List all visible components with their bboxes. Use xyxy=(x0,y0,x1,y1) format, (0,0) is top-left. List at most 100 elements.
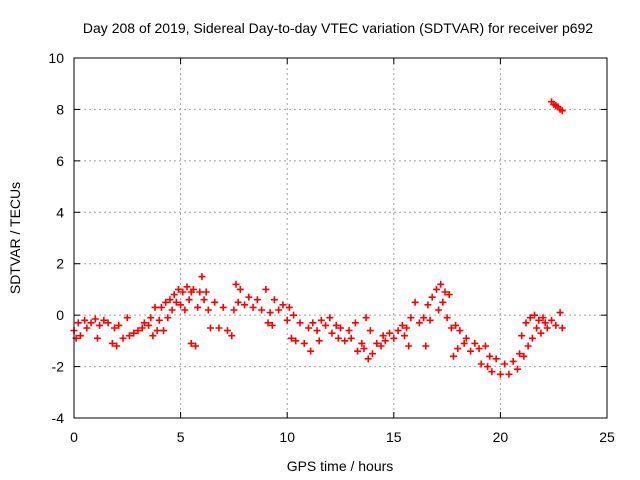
data-point xyxy=(317,316,325,324)
data-point xyxy=(228,332,236,340)
data-point xyxy=(166,296,174,304)
data-point xyxy=(345,327,353,335)
data-point xyxy=(347,334,355,342)
y-tick-label: 8 xyxy=(56,101,64,117)
data-point xyxy=(147,314,155,322)
y-tick-label: 10 xyxy=(48,50,64,66)
data-point xyxy=(513,365,521,373)
data-point xyxy=(100,316,108,324)
data-point xyxy=(307,347,315,355)
data-point xyxy=(123,314,131,322)
plot-frame xyxy=(73,57,608,419)
data-point xyxy=(435,306,443,314)
data-point xyxy=(93,334,101,342)
data-point xyxy=(439,298,447,306)
data-point xyxy=(424,301,432,309)
data-point xyxy=(454,345,462,353)
data-point xyxy=(522,319,530,327)
data-point xyxy=(543,324,551,332)
data-point xyxy=(283,316,291,324)
data-point xyxy=(215,324,223,332)
data-point xyxy=(113,342,121,350)
x-tick-label: 5 xyxy=(177,429,185,445)
data-point xyxy=(381,337,389,345)
data-point xyxy=(422,342,430,350)
data-point xyxy=(366,327,374,335)
data-point xyxy=(174,285,182,293)
data-point xyxy=(326,314,334,322)
data-point xyxy=(179,288,187,296)
data-point xyxy=(187,339,195,347)
data-point xyxy=(224,327,232,335)
data-point xyxy=(368,350,376,358)
data-point xyxy=(315,337,323,345)
data-point xyxy=(125,332,133,340)
data-point xyxy=(164,314,172,322)
data-point xyxy=(386,329,394,337)
data-point xyxy=(379,332,387,340)
data-point xyxy=(172,298,180,306)
data-point xyxy=(268,321,276,329)
data-point xyxy=(509,357,517,365)
data-point xyxy=(91,315,99,323)
data-point xyxy=(358,339,366,347)
data-point xyxy=(232,280,240,288)
data-point xyxy=(552,321,560,329)
data-point xyxy=(535,316,543,324)
data-point xyxy=(119,334,127,342)
data-point xyxy=(236,285,244,293)
data-point xyxy=(390,334,398,342)
data-point xyxy=(230,306,238,314)
data-point xyxy=(204,306,212,314)
data-point xyxy=(219,303,227,311)
data-point xyxy=(362,314,370,322)
data-point xyxy=(432,285,440,293)
data-point xyxy=(537,329,545,337)
data-point xyxy=(496,370,504,378)
data-point xyxy=(275,306,283,314)
data-point xyxy=(443,314,451,322)
data-point xyxy=(292,337,300,345)
data-point xyxy=(452,321,460,329)
y-tick-label: 0 xyxy=(56,307,64,323)
data-point xyxy=(296,319,304,327)
axis-ticks: 0 5 10 15 20 25 -4 -2 0 2 4 6 8 10 xyxy=(48,50,615,445)
data-point xyxy=(477,360,485,368)
data-point xyxy=(185,296,193,304)
data-point xyxy=(449,352,457,360)
data-point xyxy=(145,321,153,329)
data-point xyxy=(484,363,492,371)
data-point xyxy=(488,368,496,376)
data-point xyxy=(111,324,119,332)
data-point xyxy=(526,314,534,322)
data-point xyxy=(322,321,330,329)
data-point xyxy=(337,324,344,332)
data-point xyxy=(481,342,489,350)
data-point xyxy=(234,298,242,306)
data-point xyxy=(411,298,419,306)
data-point xyxy=(196,288,204,296)
data-point xyxy=(518,332,526,340)
data-point xyxy=(290,311,298,319)
data-point xyxy=(556,309,564,317)
data-point xyxy=(309,319,317,327)
data-point xyxy=(270,296,278,304)
data-point xyxy=(467,347,475,355)
data-point xyxy=(492,355,500,363)
data-point xyxy=(456,327,464,335)
data-point xyxy=(313,327,321,335)
x-tick-label: 25 xyxy=(599,429,615,445)
data-point xyxy=(400,332,408,340)
data-point xyxy=(516,350,524,358)
data-point xyxy=(428,293,436,301)
data-point xyxy=(192,342,200,350)
data-point xyxy=(558,324,566,332)
data-point xyxy=(437,280,445,288)
data-point xyxy=(407,314,415,322)
x-axis-label: GPS time / hours xyxy=(287,458,394,474)
data-point xyxy=(426,316,434,324)
data-point xyxy=(360,345,368,353)
x-tick-label: 20 xyxy=(493,429,509,445)
data-point xyxy=(541,319,549,327)
chart-title: Day 208 of 2019, Sidereal Day-to-day VTE… xyxy=(83,20,593,36)
